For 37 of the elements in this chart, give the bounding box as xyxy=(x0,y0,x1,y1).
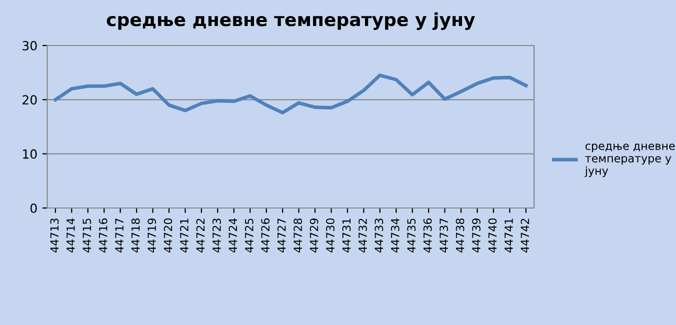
x-tick-label: 44740 xyxy=(488,218,497,253)
x-tick-label: 44741 xyxy=(504,218,513,253)
x-tick-label: 44720 xyxy=(164,218,172,253)
x-tick-label: 44736 xyxy=(423,218,432,253)
x-tick-label: 44725 xyxy=(244,218,254,253)
x-tick-label: 44729 xyxy=(310,218,318,253)
x-tick-label: 44727 xyxy=(277,218,286,253)
x-tick-label: 44723 xyxy=(212,218,221,253)
x-tick-label: 44739 xyxy=(472,218,480,253)
x-tick-label: 44716 xyxy=(98,218,108,253)
x-tick-label: 44717 xyxy=(115,218,124,253)
x-tick-label: 44738 xyxy=(456,218,464,253)
x-tick-label: 44737 xyxy=(440,218,448,253)
y-tick-label: 30 xyxy=(22,40,37,50)
x-tick-label: 44731 xyxy=(342,218,351,253)
x-tick-label: 44734 xyxy=(390,218,400,253)
x-tick-label: 44730 xyxy=(326,218,334,253)
x-tick-label: 44719 xyxy=(148,218,156,253)
x-tick-label: 44718 xyxy=(131,218,140,253)
line-series xyxy=(54,74,528,114)
x-tick-label: 44735 xyxy=(407,218,416,253)
y-tick-label: 0 xyxy=(30,203,37,213)
x-tick-label: 44722 xyxy=(196,218,205,253)
x-tick-label: 44714 xyxy=(66,218,75,253)
y-tick-label: 20 xyxy=(22,95,37,105)
x-tick-label: 44732 xyxy=(358,218,367,253)
x-tick-label: 44726 xyxy=(261,218,270,253)
x-tick-label: 44733 xyxy=(374,218,384,253)
y-tick-label: 10 xyxy=(23,149,37,159)
chart-title: средње дневне температуре у јуну xyxy=(106,12,475,30)
x-tick-label: 44728 xyxy=(294,218,302,253)
x-tick-label: 44713 xyxy=(50,218,59,253)
x-tick-label: 44742 xyxy=(520,218,529,253)
x-tick-label: 44721 xyxy=(180,218,188,253)
x-tick-label: 44715 xyxy=(82,218,92,253)
x-tick-label: 44724 xyxy=(228,218,237,253)
legend-label: средње дневне температуре у јуну xyxy=(584,144,675,178)
